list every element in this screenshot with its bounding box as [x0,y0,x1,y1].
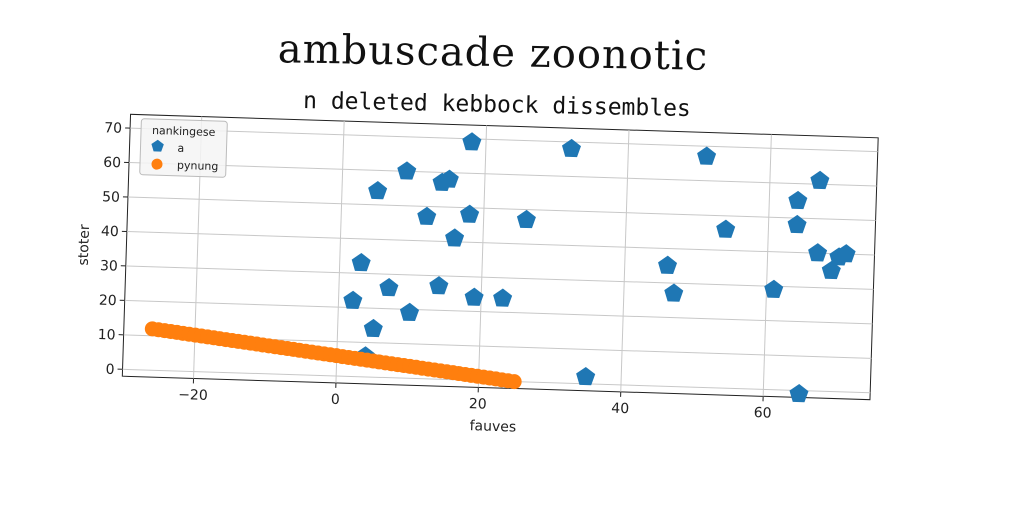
plot-area [121,113,879,401]
data-point-a [716,219,736,238]
y-tick-label: 50 [102,189,120,206]
x-tick-label: 20 [469,396,487,413]
y-grid-line [124,299,873,325]
data-point-a [516,209,536,229]
legend: nankingese a pynung [139,118,228,178]
x-axis-label: fauves [469,418,516,435]
legend-marker-a [151,139,164,152]
data-point-a [789,384,809,403]
x-tick-label: 60 [753,405,771,422]
data-point-a [460,204,480,223]
y-grid-line [126,230,875,256]
y-tick-label: 60 [103,155,121,172]
y-grid-line [129,162,877,187]
grid-lines [122,116,878,397]
x-grid-line [335,121,345,383]
x-tick-label: 0 [331,392,340,408]
data-point-a [363,318,383,338]
x-grid-line [762,134,772,397]
y-tick-label: 40 [101,224,119,241]
data-point-a [576,366,596,386]
y-axis-ticks: 0 10 20 30 40 50 60 70 [98,120,131,378]
data-point-a [764,279,784,298]
data-point-a [397,161,417,180]
legend-title: nankingese [152,124,216,139]
series-pynung-points [144,321,522,390]
data-point-a [351,252,371,272]
data-point-a [821,260,841,280]
x-grid-line [477,125,488,388]
legend-label-a: a [177,142,184,155]
y-grid-line [125,265,874,290]
y-tick-label: 0 [105,362,114,378]
data-point-a [664,283,684,302]
data-point-a [836,244,856,263]
x-tick-label: 40 [611,401,629,418]
data-point-a [343,290,363,309]
data-point-a [787,214,807,234]
x-tick-label: −20 [178,387,208,404]
data-point-a [697,146,717,165]
x-grid-line [620,129,630,392]
data-point-a [788,190,808,210]
legend-label-pynung: pynung [177,159,219,173]
data-point-a [464,287,484,306]
data-point-a [439,169,459,188]
data-point-a [429,276,449,295]
y-axis-label: stoter [76,224,93,266]
legend-marker-pynung [151,158,163,170]
data-point-a [462,132,482,151]
data-point-a [658,255,678,274]
y-tick-label: 10 [98,327,116,344]
x-axis-ticks: −20 0 20 40 60 [178,378,772,422]
series-a-points [343,132,856,403]
y-grid-line [130,127,878,153]
y-tick-label: 70 [104,120,122,137]
data-point-a [808,243,828,262]
data-point-a [810,170,830,190]
data-point-a [445,228,465,247]
data-point-a [399,302,420,322]
data-point-pynung [506,374,522,390]
data-point-a [561,138,581,158]
data-point-a [368,181,388,200]
data-point-a [493,288,513,307]
y-tick-label: 20 [99,293,117,310]
data-point-a [417,206,437,226]
y-grid-line [127,196,876,222]
data-point-a [379,278,399,297]
y-tick-label: 30 [100,258,118,275]
